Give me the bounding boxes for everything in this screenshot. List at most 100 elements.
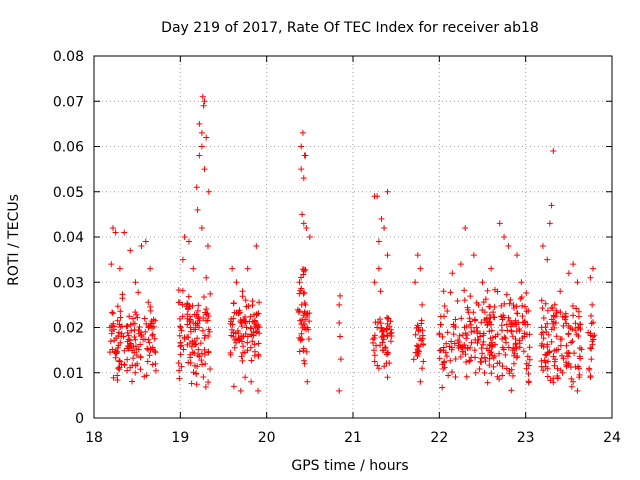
data-point [233,339,240,346]
data-point [377,320,384,327]
data-point [501,300,508,307]
data-point [184,321,191,328]
data-point [200,315,207,322]
data-point [371,332,378,339]
data-point [498,322,505,329]
data-point [250,328,257,335]
data-point [523,365,530,372]
data-point [207,290,214,297]
data-point [229,265,236,272]
data-point [578,346,585,353]
data-point [539,243,546,250]
data-point [420,358,427,365]
data-point [201,346,208,353]
data-point [384,188,391,195]
data-point [538,324,545,331]
data-point [440,288,447,295]
data-point [540,335,547,342]
data-point [486,328,493,335]
data-point [472,336,479,343]
data-point [178,342,185,349]
data-point [300,312,307,319]
data-point [412,279,419,286]
data-point [124,367,131,374]
data-point [461,287,468,294]
data-point [506,300,513,307]
data-point [484,379,491,386]
data-point [504,327,511,334]
data-point [243,303,250,310]
data-point [239,349,246,356]
data-point [441,364,448,371]
data-point [551,362,558,369]
data-point [179,287,186,294]
data-point [489,334,496,341]
y-tick-label: 0.07 [53,94,84,110]
data-point [300,347,307,354]
data-point [383,360,390,367]
data-point [145,299,152,306]
data-point [467,293,474,300]
data-point [370,347,377,354]
data-point [147,320,154,327]
data-point [204,243,211,250]
data-point [239,357,246,364]
data-point [484,322,491,329]
data-point [249,298,256,305]
data-point [384,252,391,259]
data-point [195,302,202,309]
data-point [496,350,503,357]
data-point [502,351,509,358]
data-point [247,313,254,320]
data-point [569,303,576,310]
data-point [505,243,512,250]
data-point [253,243,260,250]
data-point [540,367,547,374]
data-point [570,378,577,385]
data-point [569,326,576,333]
data-point [500,346,507,353]
data-point [121,361,128,368]
data-point [116,357,123,364]
data-point [200,293,207,300]
data-point [509,372,516,379]
data-point [371,358,378,365]
data-point [466,358,473,365]
data-point [588,312,595,319]
data-point [146,352,153,359]
data-point [522,303,529,310]
data-point [451,340,458,347]
data-point [205,348,212,355]
data-point [255,340,262,347]
data-point [144,345,151,352]
data-point [440,365,447,372]
data-point [476,365,483,372]
data-point [230,329,237,336]
data-point [503,291,510,298]
data-point [507,296,514,303]
data-point [301,266,308,273]
data-point [300,220,307,227]
data-point [477,330,484,337]
data-point [545,358,552,365]
data-point [544,256,551,263]
data-point [467,321,474,328]
data-point [129,378,136,385]
data-point [336,319,343,326]
data-point [452,373,459,380]
data-point [379,327,386,334]
data-point [301,360,308,367]
data-point [444,308,451,315]
data-point [468,354,475,361]
data-point [202,384,209,391]
data-point [299,129,306,136]
data-point [126,344,133,351]
data-point [132,336,139,343]
data-point [553,307,560,314]
data-point [441,302,448,309]
data-point [299,316,306,323]
data-point [129,347,136,354]
data-point [419,365,426,372]
data-point [175,359,182,366]
data-point [304,310,311,317]
